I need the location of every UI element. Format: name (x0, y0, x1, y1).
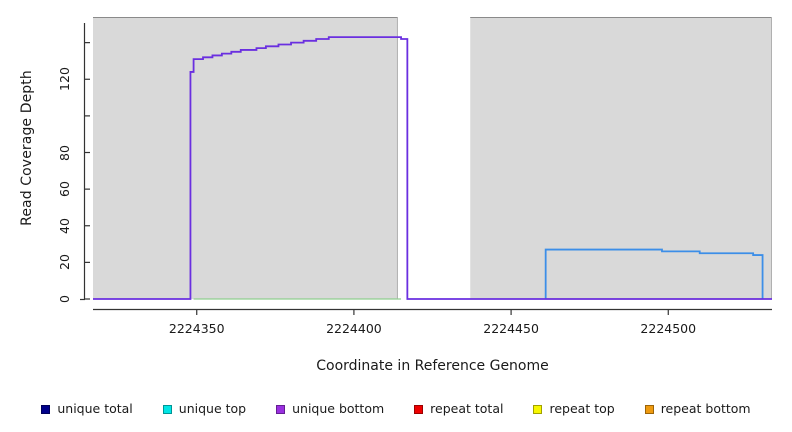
legend-item-label: repeat top (549, 401, 615, 416)
plot-shaded-region (93, 17, 398, 299)
series-line (93, 36, 772, 300)
legend-item: repeat total (414, 402, 503, 416)
legend-item-label: unique total (57, 401, 133, 416)
legend-swatch-icon (162, 404, 172, 414)
chart-legend: unique total unique top unique bottom repea… (0, 399, 792, 419)
legend-item-label: repeat total (430, 401, 504, 416)
y-axis-tick-label-text: 60 (57, 181, 72, 198)
y-axis-tick-label: 40 (48, 218, 82, 234)
legend-item-label: unique top (178, 401, 247, 416)
y-axis-tick-label-text: 40 (57, 217, 72, 234)
legend-item: unique bottom (276, 402, 384, 416)
y-axis-tick-label-text: 120 (57, 67, 72, 92)
series-line (544, 248, 764, 299)
y-axis-tick-label: 60 (48, 181, 82, 197)
plot-shaded-region (470, 17, 772, 299)
legend-swatch-icon (276, 404, 286, 414)
legend-swatch-icon (533, 404, 543, 414)
x-axis-tick-label: 2224400 (326, 321, 382, 336)
y-axis-tick-label: 120 (48, 67, 82, 91)
x-axis-tick-label: 2224350 (168, 321, 225, 336)
legend-item: repeat top (533, 401, 615, 416)
y-axis-tick-label: 80 (48, 145, 82, 161)
legend-item: repeat bottom (644, 401, 751, 416)
legend-swatch-icon (644, 404, 654, 414)
y-axis-tick-label: 20 (48, 254, 82, 270)
y-axis-tick-label-text: 20 (57, 254, 72, 271)
x-axis-tick-label: 2224500 (640, 321, 697, 336)
y-axis-tick-label-text: 80 (57, 144, 72, 161)
legend-item-label: repeat bottom (660, 401, 751, 416)
legend-swatch-icon (41, 404, 51, 414)
legend-item-label: unique bottom (292, 401, 385, 416)
y-axis-tick-label: 0 (48, 291, 82, 307)
y-axis-tick-label-text: 0 (57, 295, 72, 303)
legend-item: unique top (162, 401, 247, 416)
legend-item: unique total (41, 401, 133, 416)
legend-swatch-icon (414, 404, 424, 414)
x-axis-tick-label: 2224450 (483, 321, 539, 336)
x-axis-title: Coordinate in Reference Genome (316, 358, 549, 374)
